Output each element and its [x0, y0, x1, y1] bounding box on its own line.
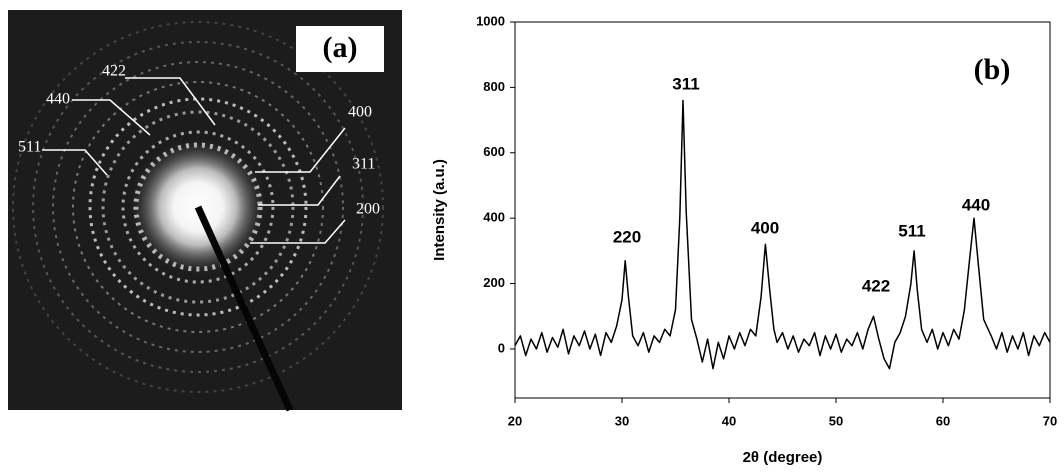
- y-tick-label: 200: [483, 275, 505, 290]
- x-tick-label: 40: [722, 413, 736, 428]
- peak-label: 440: [962, 195, 990, 214]
- xrd-chart: 0 200 400 600 800 1000 20 30 40 50 60 70 220 311 400 42…: [431, 13, 1057, 466]
- ring-label: 511: [18, 139, 41, 156]
- panel-label: (a): [323, 31, 358, 64]
- ring-label: 311: [352, 156, 375, 173]
- panel-label: (b): [974, 53, 1011, 86]
- leader-lines: [42, 77, 346, 244]
- xrd-line: [514, 99, 1051, 370]
- y-tick-label: 800: [483, 79, 505, 94]
- panel-label-box: [296, 26, 384, 72]
- ring-label: 440: [46, 91, 70, 108]
- peak-label: 220: [613, 227, 641, 246]
- peak-label: 511: [898, 221, 925, 240]
- ring-label: 200: [356, 201, 380, 218]
- beam-stop: [194, 205, 294, 412]
- peak-label: 422: [862, 276, 890, 295]
- x-tick-label: 70: [1043, 413, 1057, 428]
- x-axis-label: 2θ (degree): [743, 449, 823, 466]
- x-tick-label: 60: [936, 413, 950, 428]
- peak-label: 311: [672, 74, 699, 93]
- ring-label: 422: [102, 63, 126, 80]
- peak-label: 400: [751, 218, 779, 237]
- plot-frame: [514, 21, 1051, 399]
- y-tick-label: 1000: [476, 13, 505, 28]
- y-axis-label: Intensity (a.u.): [431, 159, 448, 261]
- x-tick-label: 50: [829, 413, 843, 428]
- x-tick-label: 20: [508, 413, 522, 428]
- y-tick-label: 0: [498, 340, 505, 355]
- x-tick-label: 30: [615, 413, 629, 428]
- y-tick-label: 400: [483, 210, 505, 225]
- saed-panel: (a): [8, 10, 402, 412]
- ring-label: 400: [348, 104, 372, 121]
- y-tick-label: 600: [483, 144, 505, 159]
